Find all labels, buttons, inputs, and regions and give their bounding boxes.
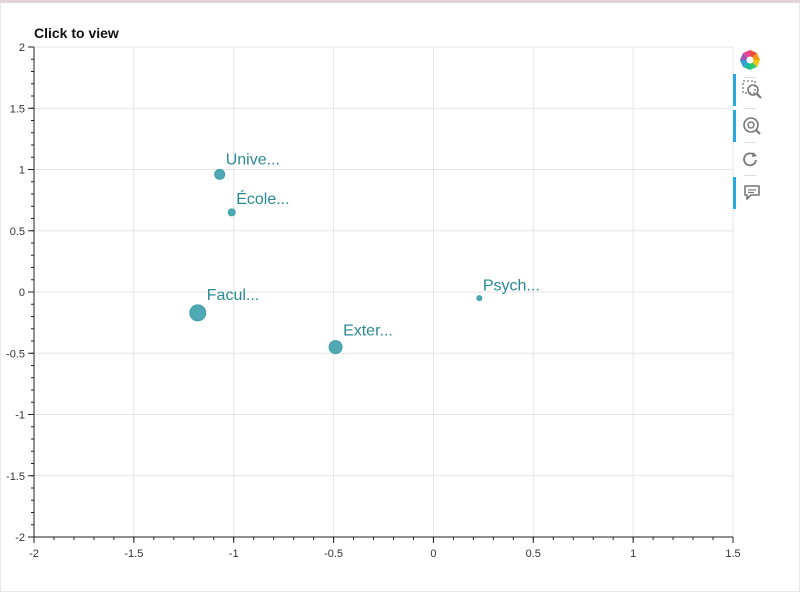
hover-icon xyxy=(743,185,760,200)
data-point[interactable] xyxy=(214,168,226,180)
plot-toolbar xyxy=(733,44,767,214)
data-point[interactable] xyxy=(227,208,236,217)
toolbar-separator xyxy=(744,175,756,176)
y-tick-label: 2 xyxy=(19,42,25,54)
y-tick-label: 0.5 xyxy=(10,226,25,238)
x-tick-label: 0 xyxy=(430,548,436,560)
data-point[interactable] xyxy=(476,295,483,302)
bokeh-logo-icon[interactable] xyxy=(733,44,767,76)
data-point[interactable] xyxy=(189,304,207,322)
y-tick-label: 1 xyxy=(19,165,25,177)
x-tick-label: -0.5 xyxy=(324,548,343,560)
toolbar-separator xyxy=(744,108,756,109)
box-zoom-icon xyxy=(741,80,762,99)
point-label: Facul... xyxy=(207,287,259,304)
toolbar-separator xyxy=(744,77,756,78)
wheel-zoom-icon xyxy=(742,117,761,135)
y-tick-label: 1.5 xyxy=(10,103,25,115)
data-point[interactable] xyxy=(328,340,343,355)
reset-button[interactable] xyxy=(733,143,767,175)
plot-title: Click to view xyxy=(34,25,119,41)
y-tick-label: 0 xyxy=(19,287,25,299)
x-tick-label: 0.5 xyxy=(526,548,541,560)
y-tick-label: -2 xyxy=(15,532,25,544)
x-tick-label: -1.5 xyxy=(124,548,143,560)
reset-icon xyxy=(743,152,757,167)
point-label: Unive... xyxy=(226,151,280,168)
point-label: École... xyxy=(236,189,289,208)
x-tick-label: 1 xyxy=(630,548,636,560)
y-tick-label: -0.5 xyxy=(6,348,25,360)
window-top-border xyxy=(0,0,800,3)
x-tick-label: -2 xyxy=(29,548,39,560)
toolbar-separator xyxy=(744,142,756,143)
x-tick-label: 1.5 xyxy=(725,548,740,560)
point-label: Psych... xyxy=(483,278,540,295)
y-tick-label: -1 xyxy=(15,410,25,422)
point-label: Exter... xyxy=(343,323,393,340)
x-tick-label: -1 xyxy=(229,548,239,560)
y-tick-label: -1.5 xyxy=(6,471,25,483)
wheel-zoom-button[interactable] xyxy=(733,110,767,142)
box-zoom-button[interactable] xyxy=(733,74,767,106)
hover-button[interactable] xyxy=(733,177,767,209)
